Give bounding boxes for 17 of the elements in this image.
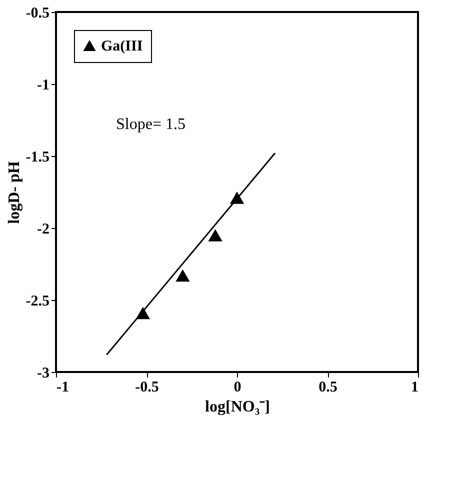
y-tick-label: -3 [37,366,50,382]
y-tick-label: -1 [37,78,50,94]
x-tick-label: 0.5 [318,380,338,396]
y-tick-label: -2 [37,222,50,238]
x-tick-label: 1 [411,380,418,396]
point [176,269,190,282]
x-tick-label: -0.5 [135,380,159,396]
point [208,229,222,242]
x-tick-label: 0 [234,380,242,396]
y-axis-title: logD- pH [6,160,23,224]
x-tick-label: -1 [56,380,69,396]
x-axis-title: log[NO₃⁻] [205,398,270,416]
y-tick-label: -0.5 [26,6,50,22]
y-tick-label: -1.5 [26,150,50,166]
legend-label: Ga(III [101,38,143,54]
y-tick-label: -2.5 [26,294,50,310]
annotation: Slope= 1.5 [116,116,186,133]
